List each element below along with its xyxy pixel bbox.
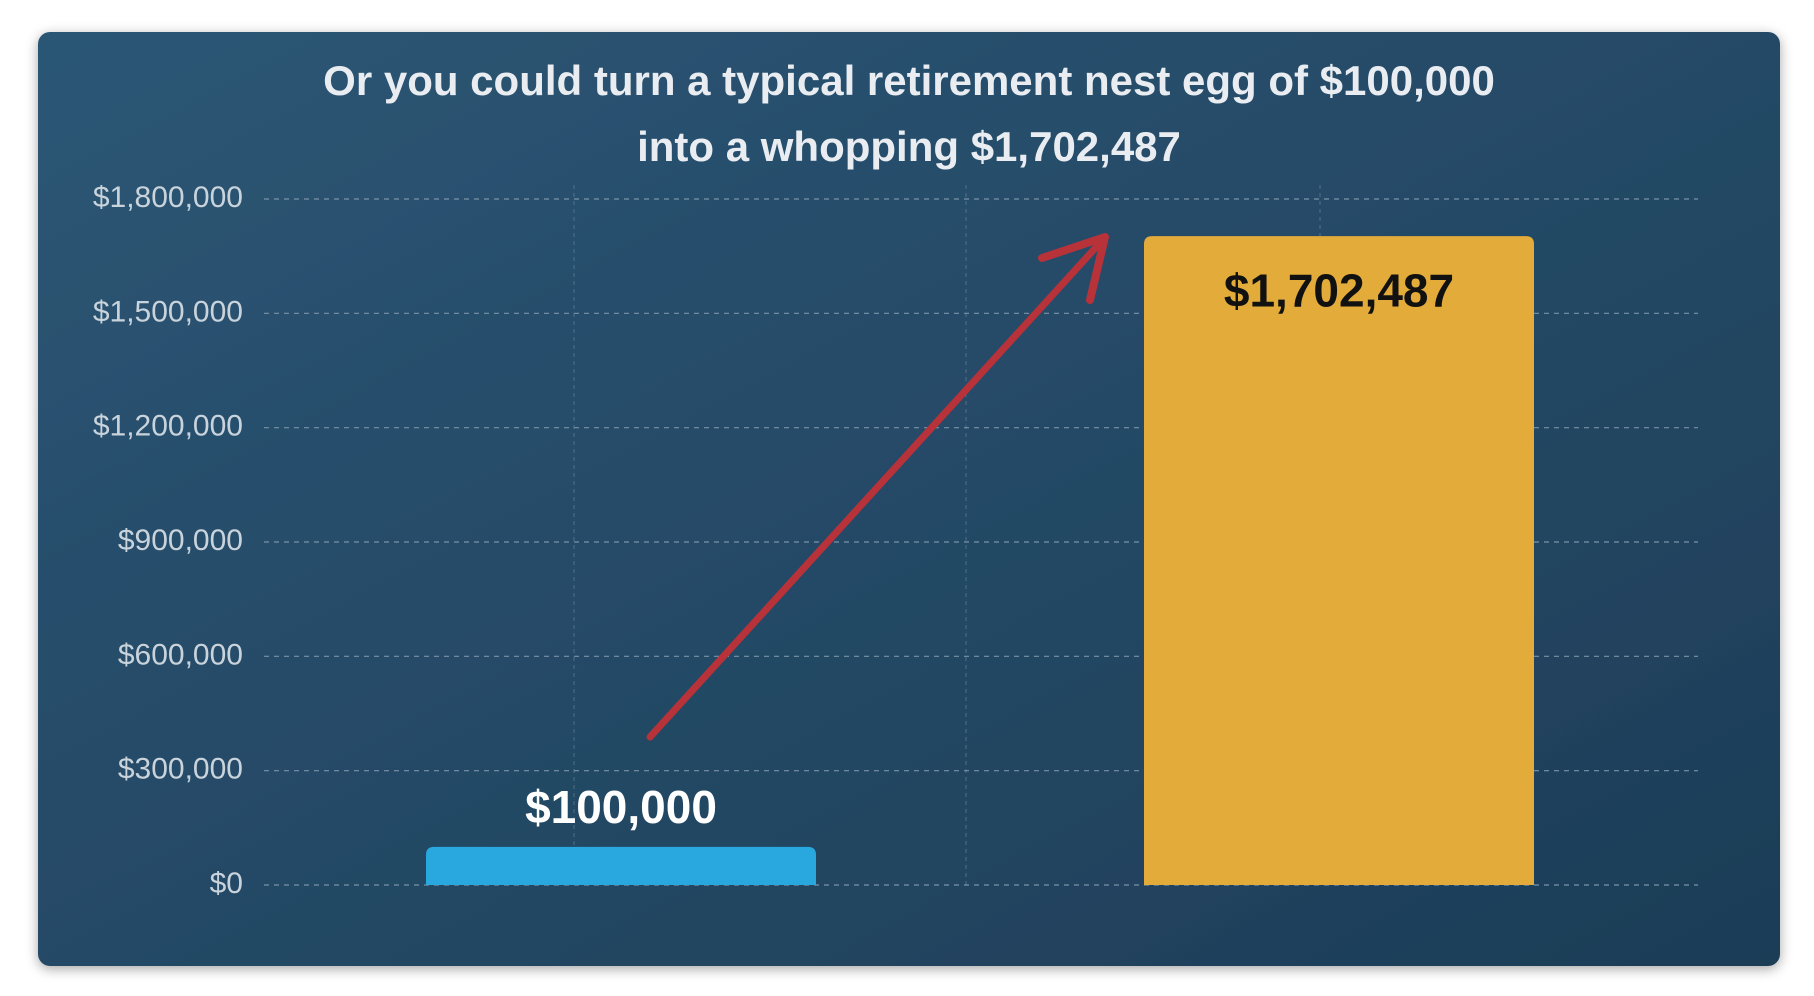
chart-title: Or you could turn a typical retirement n…: [323, 57, 1495, 104]
value-label: $100,000: [525, 781, 717, 833]
bar: [426, 846, 816, 885]
y-tick-label: $1,200,000: [93, 410, 243, 443]
y-tick-label: $0: [210, 867, 243, 900]
y-tick-label: $900,000: [118, 524, 243, 557]
y-tick-label: $300,000: [118, 753, 243, 786]
plot-area: $0 $300,000 $600,000 $900,000 $1,200,000 $1,5…: [93, 181, 1698, 900]
arrow: [646, 233, 1109, 741]
y-tick-label: $1,800,000: [93, 181, 243, 214]
y-tick-label: $600,000: [118, 638, 243, 671]
chart-title: into a whopping $1,702,487: [637, 123, 1181, 170]
bar: [1144, 236, 1534, 886]
value-label: $1,702,487: [1224, 264, 1454, 316]
y-tick-label: $1,500,000: [93, 295, 243, 328]
